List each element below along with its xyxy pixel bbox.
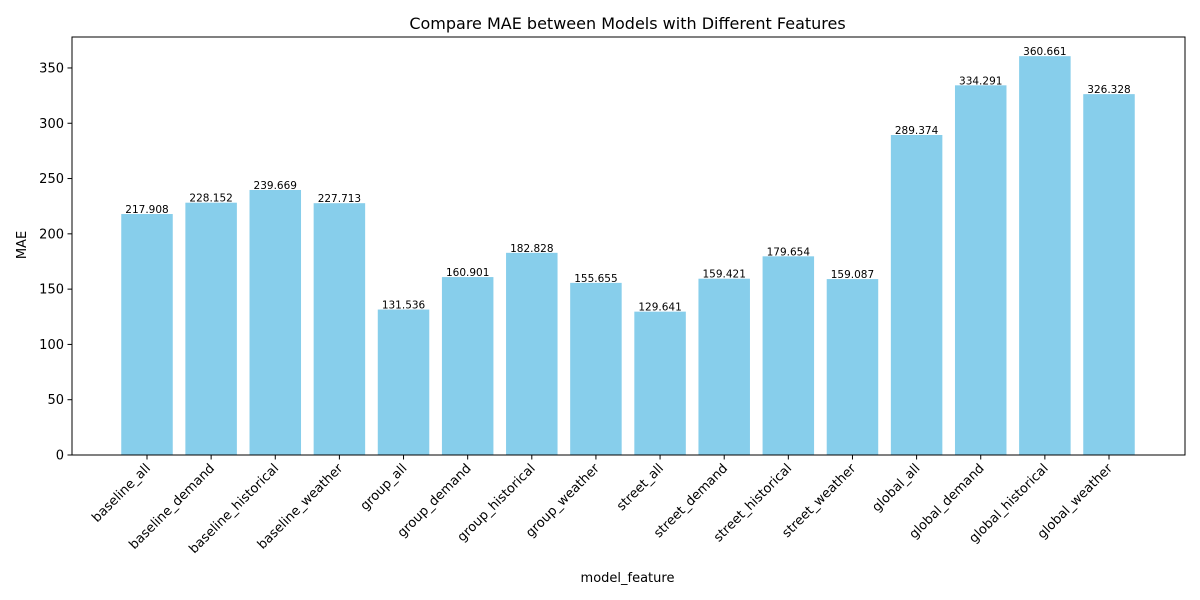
x-tick-label: baseline_all — [89, 461, 153, 525]
chart-title: Compare MAE between Models with Differen… — [409, 14, 845, 33]
bar-global_weather — [1083, 94, 1135, 455]
y-axis-ticks: 0 50 100 150 200 250 300 350 — [39, 61, 72, 464]
plot-frame — [71, 36, 1186, 456]
value-label-global_all: 289.374 — [895, 125, 939, 137]
value-label-global_weather: 326.328 — [1087, 84, 1130, 96]
y-tick-label: 0 — [56, 449, 64, 464]
value-label-baseline_historical: 239.669 — [254, 180, 297, 192]
y-tick-label: 100 — [39, 338, 64, 353]
value-label-group_weather: 155.655 — [574, 273, 617, 285]
value-labels-group: 217.908 228.152 239.669 227.713 131.536 160.9… — [125, 46, 1130, 313]
value-label-group_historical: 182.828 — [510, 243, 553, 255]
x-tick-label: group_all — [358, 461, 411, 514]
y-tick-label: 250 — [39, 172, 64, 187]
y-axis-label: MAE — [15, 231, 30, 259]
bar-baseline_demand — [185, 202, 237, 455]
bar-baseline_weather — [313, 203, 366, 455]
value-label-global_demand: 334.291 — [959, 75, 1002, 87]
bar-group_weather — [570, 282, 622, 455]
value-label-global_historical: 360.661 — [1023, 46, 1066, 58]
value-label-group_demand: 160.901 — [446, 267, 489, 279]
bar-global_all — [890, 135, 943, 455]
bar-group_historical — [506, 252, 558, 455]
value-label-street_weather: 159.087 — [831, 269, 874, 281]
value-label-street_all: 129.641 — [638, 302, 681, 314]
y-tick-label: 200 — [39, 227, 64, 242]
value-label-street_demand: 159.421 — [702, 269, 745, 281]
bar-street_all — [634, 311, 686, 455]
value-label-baseline_demand: 228.152 — [189, 193, 232, 205]
bar-street_weather — [826, 279, 879, 455]
y-tick-label: 50 — [47, 393, 64, 408]
value-label-baseline_all: 217.908 — [125, 204, 168, 216]
bar-group_demand — [441, 277, 494, 455]
y-tick-label: 300 — [39, 117, 64, 132]
bar-baseline_historical — [249, 189, 302, 455]
value-label-group_all: 131.536 — [382, 300, 426, 312]
bar-global_demand — [954, 85, 1007, 455]
x-tick-label: global_all — [869, 461, 923, 515]
y-tick-label: 350 — [39, 61, 64, 76]
bar-baseline_all — [121, 214, 173, 455]
y-tick-label: 150 — [39, 283, 64, 298]
x-tick-label: street_all — [614, 461, 667, 514]
bar-street_demand — [698, 278, 750, 455]
bar-street_historical — [762, 256, 815, 455]
bar-group_all — [377, 309, 430, 455]
x-axis-label: model_feature — [581, 571, 675, 586]
bar-global_historical — [1019, 56, 1071, 456]
value-label-baseline_weather: 227.713 — [318, 193, 361, 205]
bars-group — [121, 56, 1135, 456]
x-axis-ticks: baseline_allbaseline_demandbaseline_hist… — [89, 455, 1116, 557]
value-label-street_historical: 179.654 — [767, 246, 811, 258]
